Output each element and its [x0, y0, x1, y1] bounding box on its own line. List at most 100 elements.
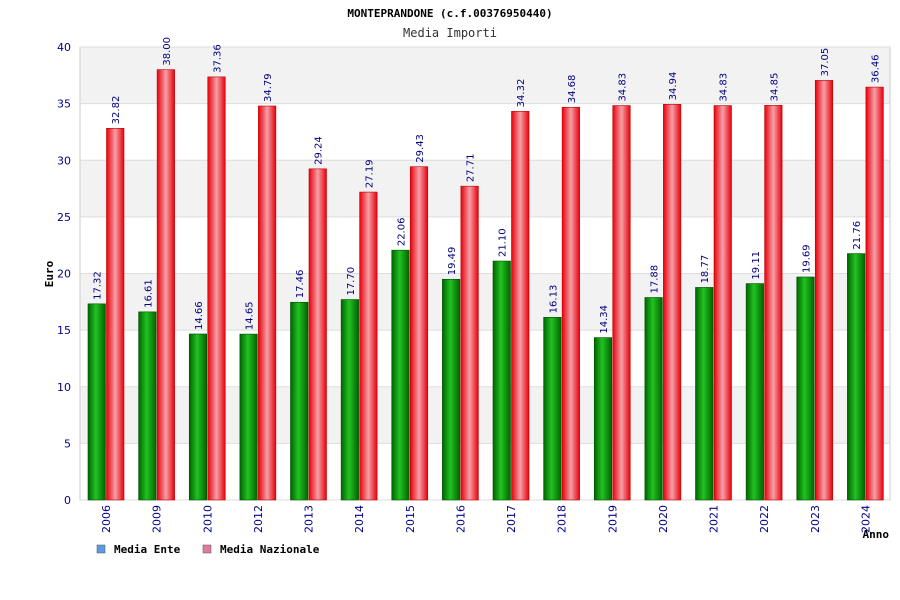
- data-label: 38.00: [162, 37, 173, 66]
- x-tick-label: 2009: [151, 505, 164, 533]
- data-label: 19.49: [447, 247, 458, 276]
- x-tick-label: 2012: [252, 505, 265, 533]
- bar-media-nazionale: [764, 105, 783, 501]
- bar-media-ente: [188, 333, 208, 501]
- data-label: 18.77: [700, 255, 711, 284]
- x-tick-label: 2018: [556, 505, 569, 533]
- data-label: 14.65: [245, 301, 256, 330]
- bar-media-ente: [543, 317, 562, 501]
- chart-title: MONTEPRANDONE (c.f.00376950440): [347, 7, 552, 20]
- bar-media-ente: [340, 299, 359, 501]
- x-tick-label: 2017: [505, 505, 518, 533]
- x-tick-label: 2020: [657, 505, 670, 533]
- bar-media-ente: [442, 278, 461, 501]
- x-axis-ticks: 2006 2009 2010 2012 2013 2014 2015 2016 2017 2018…: [100, 505, 872, 533]
- x-tick-label: 2023: [809, 505, 822, 533]
- x-tick-label: 2010: [201, 505, 214, 533]
- bar-media-ente: [138, 311, 157, 501]
- data-label: 22.06: [397, 218, 408, 247]
- y-tick-label: 15: [57, 324, 71, 337]
- x-tick-label: 2006: [100, 505, 113, 533]
- y-tick-label: 30: [57, 154, 71, 167]
- bar-media-ente: [492, 260, 511, 501]
- bar-media-ente: [290, 301, 309, 501]
- data-label: 17.32: [93, 271, 104, 300]
- data-label: 34.83: [719, 73, 730, 102]
- bar-media-nazionale: [663, 104, 682, 501]
- bars: [87, 69, 884, 501]
- x-tick-label: 2022: [758, 505, 771, 533]
- y-tick-label: 5: [64, 437, 71, 450]
- bar-media-ente: [644, 297, 663, 501]
- x-tick-label: 2015: [404, 505, 417, 533]
- data-label: 19.11: [751, 251, 762, 280]
- data-label: 17.88: [650, 265, 661, 294]
- data-labels: 17.32 32.82 16.61 38.00 14.66 37.36 14.65 34.79…: [93, 37, 882, 334]
- x-tick-label: 2021: [708, 505, 721, 533]
- data-label: 34.79: [263, 73, 274, 102]
- bar-media-nazionale: [561, 106, 580, 501]
- data-label: 29.24: [314, 136, 325, 165]
- legend: Media Ente Media Nazionale: [96, 543, 320, 556]
- bar-media-ente: [239, 333, 258, 501]
- data-label: 32.82: [111, 96, 122, 125]
- y-axis-ticks: 0 5 10 15 20 25 30 35 40: [57, 41, 71, 507]
- data-label: 21.10: [498, 228, 509, 257]
- x-axis-label: Anno: [863, 528, 890, 541]
- chart-subtitle: Media Importi: [403, 26, 497, 40]
- data-label: 36.46: [871, 54, 882, 83]
- y-tick-label: 35: [57, 98, 71, 111]
- data-label: 34.85: [769, 73, 780, 102]
- bar-media-nazionale: [612, 105, 631, 501]
- bar-media-nazionale: [511, 111, 530, 501]
- data-label: 34.94: [668, 72, 679, 101]
- bar-media-ente: [87, 303, 106, 501]
- bar-media-ente: [391, 249, 410, 501]
- x-tick-label: 2016: [454, 505, 467, 533]
- bar-media-ente: [745, 283, 764, 501]
- data-label: 17.46: [295, 270, 306, 299]
- bar-media-nazionale: [156, 69, 175, 501]
- data-label: 27.71: [466, 154, 477, 183]
- data-label: 37.36: [213, 44, 224, 73]
- y-tick-label: 0: [64, 494, 71, 507]
- bar-media-ente: [695, 287, 714, 501]
- data-label: 16.61: [143, 279, 154, 308]
- data-label: 34.68: [567, 75, 578, 104]
- bar-media-nazionale: [258, 105, 277, 501]
- bar-media-nazionale: [409, 166, 429, 501]
- y-axis-label: Euro: [43, 260, 56, 287]
- legend-label: Media Nazionale: [220, 543, 320, 556]
- data-label: 34.83: [618, 73, 629, 102]
- bar-media-nazionale: [359, 191, 378, 501]
- data-label: 14.66: [194, 301, 205, 330]
- bar-media-nazionale: [106, 128, 125, 501]
- data-label: 27.19: [364, 159, 375, 188]
- legend-swatch: [96, 544, 106, 554]
- legend-label: Media Ente: [114, 543, 181, 556]
- bar-media-nazionale: [865, 86, 884, 501]
- bar-media-nazionale: [308, 168, 327, 501]
- bar-media-ente: [796, 276, 815, 501]
- y-tick-label: 10: [57, 381, 71, 394]
- bar-media-ente: [847, 253, 866, 501]
- legend-swatch: [202, 544, 212, 554]
- bar-media-nazionale: [460, 185, 479, 501]
- y-tick-label: 25: [57, 211, 71, 224]
- data-label: 34.32: [516, 79, 527, 108]
- data-label: 17.70: [346, 267, 357, 296]
- data-label: 29.43: [415, 134, 426, 163]
- x-tick-label: 2013: [303, 505, 316, 533]
- bar-media-ente: [593, 337, 613, 501]
- bar-media-nazionale: [814, 80, 834, 501]
- y-tick-label: 20: [57, 268, 71, 281]
- x-tick-label: 2024: [859, 505, 872, 533]
- bar-media-nazionale: [713, 105, 732, 501]
- x-tick-label: 2019: [606, 505, 619, 533]
- bar-media-nazionale: [207, 76, 226, 501]
- data-label: 21.76: [852, 221, 863, 250]
- data-label: 16.13: [548, 285, 559, 314]
- data-label: 14.34: [599, 305, 610, 334]
- x-tick-label: 2014: [353, 505, 366, 533]
